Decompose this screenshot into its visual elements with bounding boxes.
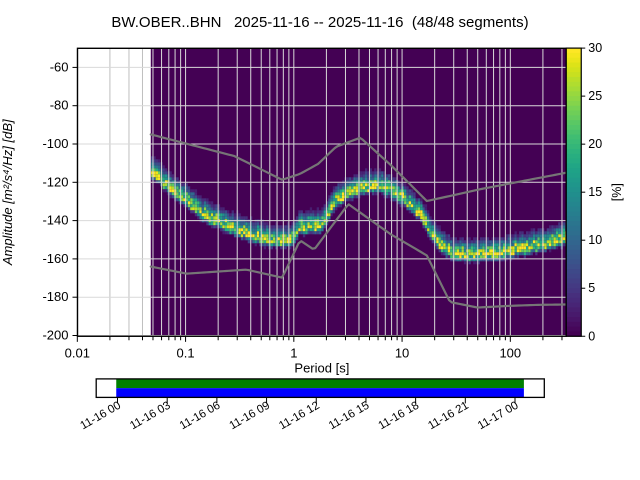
svg-text:100: 100 (499, 345, 521, 360)
svg-text:11-16 18: 11-16 18 (377, 400, 422, 433)
svg-text:-200: -200 (42, 328, 68, 343)
svg-text:Period [s]: Period [s] (294, 360, 349, 375)
svg-text:5: 5 (588, 281, 595, 295)
svg-text:11-16 06: 11-16 06 (178, 400, 223, 433)
svg-text:-80: -80 (50, 98, 69, 113)
svg-text:10: 10 (395, 345, 409, 360)
svg-text:11-16 12: 11-16 12 (277, 400, 322, 433)
svg-text:11-16 15: 11-16 15 (327, 400, 372, 433)
svg-text:15: 15 (588, 185, 602, 199)
svg-text:11-16 00: 11-16 00 (78, 400, 123, 433)
svg-text:11-16 03: 11-16 03 (128, 400, 173, 433)
svg-text:25: 25 (588, 89, 602, 103)
svg-text:0: 0 (588, 329, 595, 343)
svg-text:1: 1 (290, 345, 297, 360)
svg-text:-120: -120 (42, 174, 68, 189)
svg-text:-100: -100 (42, 136, 68, 151)
svg-text:30: 30 (588, 41, 602, 55)
svg-text:-140: -140 (42, 213, 68, 228)
svg-text:-180: -180 (42, 289, 68, 304)
svg-text:11-16 21: 11-16 21 (426, 400, 471, 433)
svg-text:-60: -60 (50, 59, 69, 74)
svg-text:11-17 00: 11-17 00 (476, 400, 521, 433)
svg-text:[%]: [%] (610, 183, 624, 201)
svg-text:-160: -160 (42, 251, 68, 266)
svg-text:20: 20 (588, 137, 602, 151)
svg-text:0.01: 0.01 (65, 345, 90, 360)
svg-text:0.1: 0.1 (177, 345, 195, 360)
svg-text:Amplitude [m²/s⁴/Hz] [dB]: Amplitude [m²/s⁴/Hz] [dB] (0, 119, 15, 266)
svg-text:11-16 09: 11-16 09 (227, 400, 272, 433)
svg-text:10: 10 (588, 233, 602, 247)
